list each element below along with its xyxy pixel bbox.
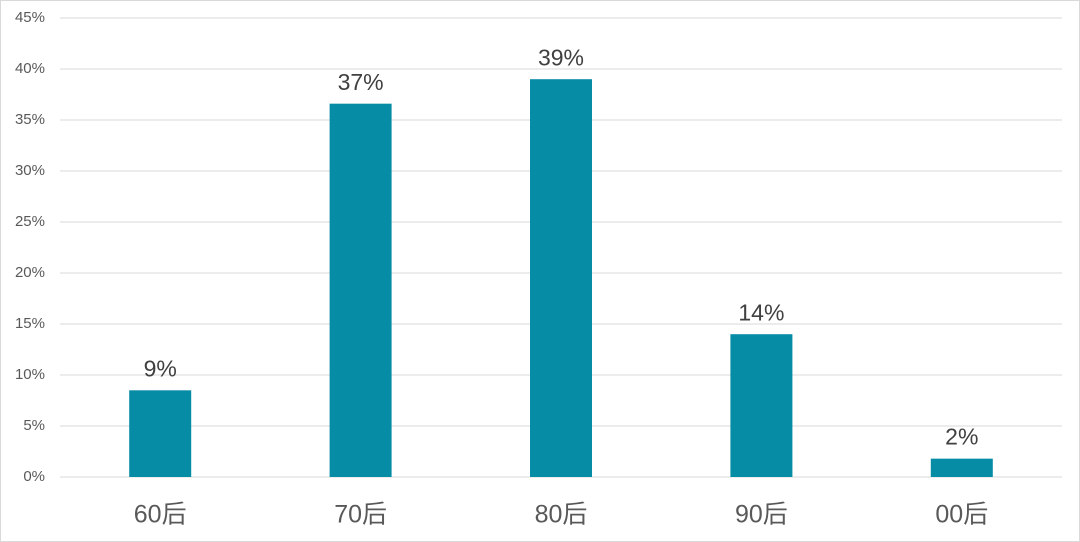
y-tick-label: 45% bbox=[15, 9, 45, 26]
y-tick-label: 5% bbox=[23, 417, 45, 434]
y-tick-label: 15% bbox=[15, 315, 45, 332]
y-tick-label: 0% bbox=[23, 468, 45, 485]
bar bbox=[930, 458, 993, 477]
x-tick-label: 70后 bbox=[334, 501, 387, 529]
y-tick-label: 40% bbox=[15, 60, 45, 77]
value-label: 9% bbox=[144, 355, 177, 381]
x-tick-label: 00后 bbox=[935, 501, 988, 529]
bar bbox=[530, 79, 592, 477]
y-tick-label: 20% bbox=[15, 264, 45, 281]
y-tick-label: 25% bbox=[15, 213, 45, 230]
value-label: 14% bbox=[738, 299, 784, 325]
x-tick-label: 80后 bbox=[535, 501, 588, 529]
bar bbox=[129, 390, 192, 477]
bar bbox=[329, 103, 392, 478]
value-label: 39% bbox=[538, 44, 584, 70]
y-tick-label: 35% bbox=[15, 111, 45, 128]
y-tick-label: 10% bbox=[15, 366, 45, 383]
x-tick-label: 60后 bbox=[134, 501, 187, 529]
value-label: 2% bbox=[945, 424, 978, 450]
x-tick-label: 90后 bbox=[735, 501, 788, 529]
value-label: 37% bbox=[338, 69, 384, 95]
bar bbox=[730, 334, 793, 477]
y-tick-label: 30% bbox=[15, 162, 45, 179]
